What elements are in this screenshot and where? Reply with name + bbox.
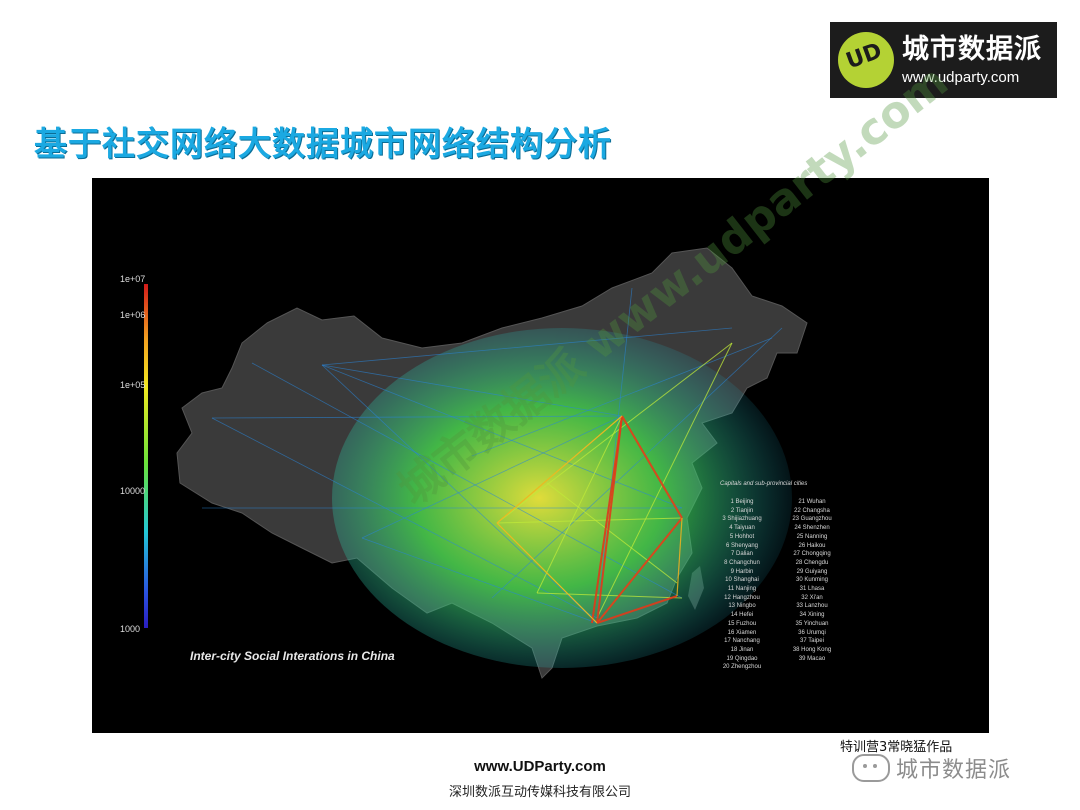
- color-scale-bar: [144, 284, 148, 628]
- wechat-icon: [852, 754, 890, 782]
- city-list-item: 25 Nanning: [796, 533, 828, 540]
- city-list-item: 11 Nanjing: [727, 586, 757, 593]
- author-credit: 特训营3常晓猛作品: [840, 740, 953, 755]
- city-list-item: 33 Lanzhou: [796, 603, 828, 610]
- city-list-item: 32 Xi'an: [801, 594, 823, 601]
- city-list-item: 34 Xining: [799, 612, 825, 619]
- udparty-logo-icon: [838, 32, 894, 88]
- city-list-item: 18 Jinan: [730, 646, 754, 653]
- footer-website: www.UDParty.com: [0, 758, 1080, 775]
- city-list-item: 7 Dalian: [730, 551, 753, 558]
- city-list-item: 4 Taiyuan: [729, 525, 755, 532]
- city-list-item: 8 Changchun: [724, 559, 760, 566]
- footer-company-name: 深圳数派互动传媒科技有限公司: [448, 785, 631, 800]
- city-list-item: 28 Chengdu: [795, 559, 829, 566]
- city-list-item: 31 Lhasa: [799, 586, 825, 593]
- city-list-item: 10 Shanghai: [725, 577, 759, 584]
- wechat-account-name: 城市数据派: [896, 758, 1012, 783]
- city-list-item: 2 Tianjin: [730, 507, 754, 514]
- scale-tick: 1000: [120, 624, 141, 634]
- city-list-item: 36 Urumqi: [798, 629, 826, 636]
- map-caption: Inter-city Social Interations in China: [190, 649, 395, 663]
- slide-title: 基于社交网络大数据城市网络结构分析: [34, 124, 612, 163]
- city-list-item: 23 Guangzhou: [792, 516, 832, 523]
- city-list-item: 30 Kunming: [795, 577, 829, 584]
- city-list-item: 39 Macao: [798, 655, 826, 662]
- city-list-column-1: 1 Beijing 2 Tianjin 3 Shijiazhuang 4 Taiyua…: [702, 498, 782, 672]
- color-scale-legend: 1e+07 1e+06 1e+05 10000 1000: [120, 274, 200, 634]
- scale-tick: 1e+07: [120, 274, 146, 284]
- city-list-item: 3 Shijiazhuang: [722, 516, 762, 523]
- scale-tick: 1e+05: [120, 380, 146, 390]
- city-list-column-2: 21 Wuhan 22 Changsha 23 Guangzhou 24 Shenzh…: [772, 498, 852, 663]
- logo-brand-name: 城市数据派: [902, 33, 1042, 65]
- city-list-item: 9 Harbin: [730, 568, 754, 575]
- footer-url-text: www.UDParty.com: [474, 758, 606, 775]
- scale-tick: 1e+06: [120, 310, 146, 320]
- city-list-item: 14 Hefei: [730, 612, 754, 619]
- logo-url: www.udparty.com: [902, 68, 1020, 86]
- city-list-item: 29 Guiyang: [796, 568, 828, 575]
- wechat-account: 城市数据派: [852, 752, 1011, 784]
- scale-tick: 10000: [120, 486, 146, 496]
- city-list-item: 17 Nanchang: [724, 638, 760, 645]
- city-list-item: 20 Zhengzhou: [722, 664, 762, 671]
- city-list-item: 13 Ningbo: [728, 603, 756, 610]
- city-list-item: 37 Taipei: [800, 638, 824, 645]
- city-list-item: 1 Beijing: [730, 499, 754, 505]
- city-list-item: 21 Wuhan: [798, 499, 826, 505]
- brand-logo: 城市数据派 www.udparty.com: [830, 22, 1057, 98]
- city-list-item: 5 Hohhot: [729, 533, 755, 540]
- city-list-item: 15 Fuzhou: [727, 620, 757, 627]
- city-list-item: 12 Hangzhou: [724, 594, 760, 601]
- network-map-figure: 1e+07 1e+06 1e+05 10000 1000 Inter-city …: [92, 178, 989, 733]
- city-list-item: 38 Hong Kong: [792, 646, 832, 653]
- city-list-item: 27 Chongqing: [793, 551, 831, 558]
- china-network-map: [176, 247, 808, 679]
- city-list-item: 22 Changsha: [794, 507, 830, 514]
- city-list-item: 35 Yinchuan: [795, 620, 829, 627]
- city-list-item: 24 Shenzhen: [794, 525, 830, 532]
- city-list-item: 26 Haikou: [798, 542, 826, 549]
- city-list-heading: Capitals and sub-provincial cities: [720, 481, 808, 487]
- city-list-item: 6 Shenyang: [725, 542, 759, 549]
- city-list-item: 19 Qingdao: [726, 655, 758, 662]
- city-list-item: 16 Xiamen: [727, 629, 757, 636]
